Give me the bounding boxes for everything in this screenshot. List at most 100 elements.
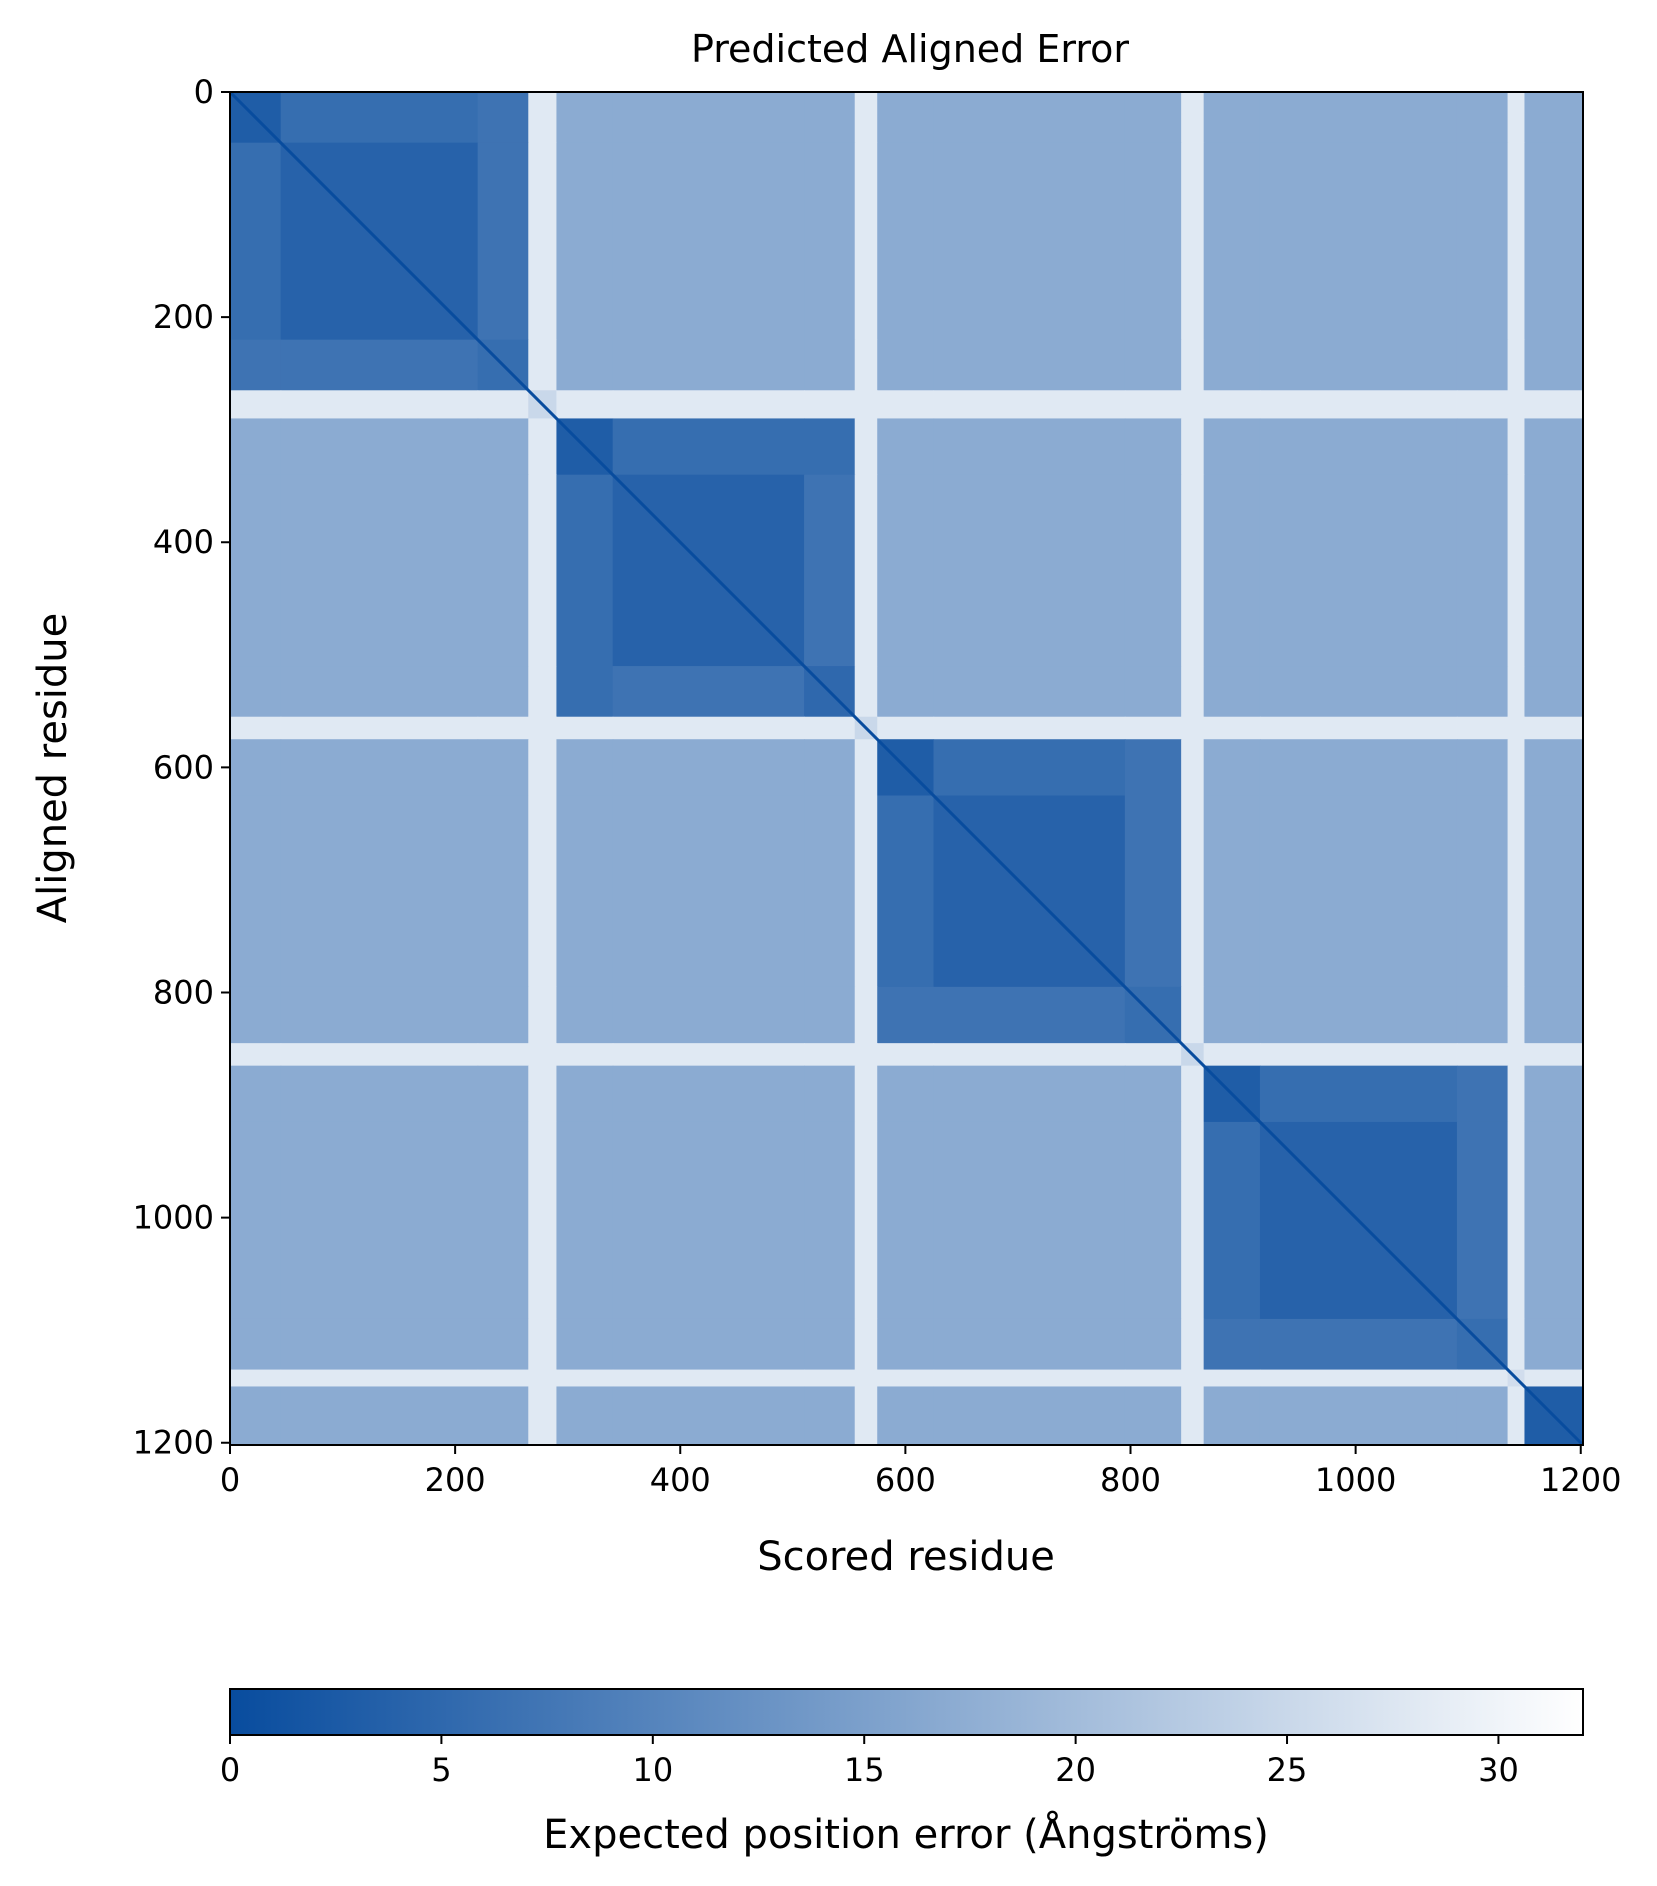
y-tick-label: 400 — [153, 523, 214, 561]
heatmap-cell — [280, 666, 479, 718]
heatmap-cell — [933, 142, 1126, 341]
heatmap-cell — [528, 1386, 558, 1446]
heatmap-cell — [804, 1121, 856, 1320]
heatmap-cell — [877, 1065, 935, 1123]
y-axis-label: Aligned residue — [30, 613, 76, 924]
heatmap-cell — [1203, 339, 1261, 391]
heatmap-cell — [877, 986, 935, 1044]
heatmap-cell — [477, 795, 529, 988]
colorbar-tick-label: 25 — [1267, 1751, 1308, 1789]
heatmap-cell — [1524, 1121, 1584, 1320]
heatmap-cell — [1203, 1386, 1261, 1446]
heatmap-cell — [1124, 92, 1182, 144]
heatmap-cell — [556, 739, 614, 797]
heatmap-cell — [612, 1386, 805, 1446]
heatmap-cell — [1124, 1386, 1182, 1446]
x-axis-label: Scored residue — [757, 1534, 1055, 1580]
heatmap-cell — [854, 986, 878, 1044]
heatmap-cell — [804, 339, 856, 391]
y-tick-label: 0 — [194, 73, 214, 111]
heatmap-cell — [1259, 418, 1458, 476]
heatmap-cell — [1259, 1318, 1458, 1371]
heatmap-cell — [612, 339, 805, 391]
heatmap-cell — [1524, 716, 1584, 740]
heatmap-cell — [1456, 1369, 1509, 1388]
heatmap-cell — [556, 666, 614, 718]
heatmap-cell — [933, 986, 1126, 1044]
x-tick-label: 400 — [650, 1461, 711, 1499]
heatmap-cell — [877, 795, 935, 988]
heatmap-cell — [230, 142, 282, 341]
y-tick-label: 1200 — [133, 1424, 214, 1462]
heatmap-cell — [1124, 795, 1182, 988]
heatmap-cell — [230, 418, 282, 476]
heatmap-cell — [556, 1065, 614, 1123]
heatmap-cell — [230, 1065, 282, 1123]
heatmap-cell — [854, 1065, 878, 1123]
heatmap-cell — [1181, 1121, 1205, 1320]
heatmap-cell — [1203, 739, 1261, 797]
heatmap-cell — [1507, 795, 1526, 988]
heatmap-cell — [556, 1043, 614, 1067]
heatmap-cell — [1181, 92, 1205, 144]
heatmap-cell — [280, 390, 479, 420]
heatmap-cell — [1456, 474, 1509, 667]
heatmap-cell — [1203, 142, 1261, 341]
heatmap-cell — [1203, 92, 1261, 144]
heatmap-cell — [933, 390, 1126, 420]
heatmap-cell — [877, 142, 935, 341]
heatmap-cell — [1124, 339, 1182, 391]
heatmap-cell — [1524, 474, 1584, 667]
heatmap-cell — [230, 1318, 282, 1371]
heatmap-cell — [477, 1318, 529, 1371]
heatmap-cell — [877, 339, 935, 391]
heatmap-cell — [612, 92, 805, 144]
heatmap-cell — [1456, 1386, 1509, 1446]
heatmap-cell — [556, 1318, 614, 1371]
heatmap-cell — [933, 1318, 1126, 1371]
heatmap-cell — [230, 1386, 282, 1446]
heatmap-cell — [1507, 142, 1526, 341]
colorbar — [229, 1688, 1584, 1736]
heatmap-cell — [1456, 339, 1509, 391]
x-tick-label: 200 — [425, 1461, 486, 1499]
heatmap-cell — [528, 339, 558, 391]
heatmap-cell — [1524, 986, 1584, 1044]
heatmap-cell — [877, 1043, 935, 1067]
heatmap-cell — [854, 739, 878, 797]
x-tick-label: 1200 — [1540, 1461, 1621, 1499]
heatmap-cell — [528, 986, 558, 1044]
heatmap-cell — [1507, 716, 1526, 740]
heatmap-cell — [1124, 716, 1182, 740]
heatmap-cell — [1203, 1043, 1261, 1067]
heatmap-cell — [1507, 666, 1526, 718]
heatmap-cell — [854, 1318, 878, 1371]
heatmap-cell — [1259, 986, 1458, 1044]
heatmap-cell — [477, 739, 529, 797]
y-tick-label: 800 — [153, 973, 214, 1011]
heatmap-cell — [612, 716, 805, 740]
heatmap-cell — [877, 1369, 935, 1388]
heatmap-cell — [804, 418, 856, 476]
heatmap-cell — [1456, 142, 1509, 341]
heatmap-cell — [612, 1065, 805, 1123]
heatmap-cell — [804, 474, 856, 667]
heatmap-cell — [1456, 716, 1509, 740]
heatmap-cell — [477, 1386, 529, 1446]
heatmap-cell — [1507, 474, 1526, 667]
heatmap-cell — [1181, 339, 1205, 391]
heatmap-cell — [1124, 390, 1182, 420]
heatmap-cell — [1124, 1318, 1182, 1371]
heatmap-cell — [477, 142, 529, 341]
heatmap-cell — [280, 474, 479, 667]
heatmap-cell — [477, 474, 529, 667]
heatmap-cell — [1524, 418, 1584, 476]
heatmap-cell — [528, 1121, 558, 1320]
heatmap-cell — [1181, 666, 1205, 718]
heatmap-cell — [280, 986, 479, 1044]
heatmap-cell — [556, 390, 614, 420]
heatmap-cell — [528, 474, 558, 667]
heatmap-cell — [854, 92, 878, 144]
heatmap-cell — [1259, 1043, 1458, 1067]
